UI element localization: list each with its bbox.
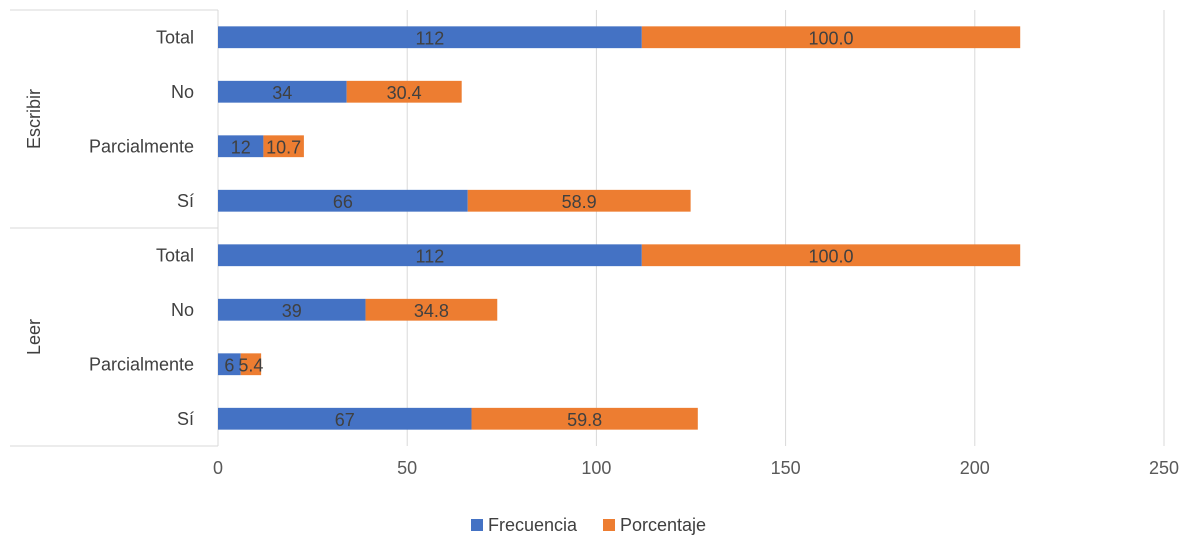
category-label: Parcialmente: [89, 136, 194, 156]
bar-porcentaje: [240, 353, 262, 376]
x-tick-label: 100: [581, 458, 611, 478]
legend-label-porcentaje: Porcentaje: [620, 515, 706, 535]
x-tick-label: 0: [213, 458, 223, 478]
bar-frecuencia: [218, 135, 264, 158]
category-label: Total: [156, 245, 194, 265]
legend-label-frecuencia: Frecuencia: [488, 515, 578, 535]
data-label-frecuencia: 112: [416, 246, 445, 266]
category-label: Sí: [177, 191, 194, 211]
data-label-porcentaje: 100.0: [808, 246, 853, 266]
data-label-frecuencia: 67: [335, 410, 355, 430]
gridlines: [217, 10, 1165, 446]
bar-porcentaje: [471, 407, 698, 430]
data-label-porcentaje: 30.4: [387, 83, 422, 103]
data-label-frecuencia: 39: [282, 301, 302, 321]
data-label-frecuencia: 6: [224, 355, 234, 375]
bar-porcentaje: [365, 298, 498, 321]
bar-frecuencia: [218, 80, 347, 103]
data-label-frecuencia: 12: [231, 137, 251, 157]
bar-porcentaje: [346, 80, 462, 103]
legend-swatch-porcentaje: [603, 519, 615, 531]
data-labels: 112 100.0 34 30.4 12 10.7 66 58.9 112 100.0 39 34.8…: [224, 28, 853, 430]
x-tick-label: 50: [397, 458, 417, 478]
bar-frecuencia: [218, 298, 366, 321]
group-label-leer: Leer: [24, 319, 44, 355]
data-label-porcentaje: 100.0: [808, 28, 853, 48]
data-label-frecuencia: 66: [333, 192, 353, 212]
value-axis-ticks: 0 50 100 150 200 250: [213, 458, 1179, 478]
data-label-porcentaje: 34.8: [414, 301, 449, 321]
category-axis: Escribir Leer Total No Parcialmente Sí Total No…: [10, 9, 219, 447]
category-label: No: [171, 300, 194, 320]
bar-porcentaje: [263, 135, 304, 158]
data-label-frecuencia: 112: [416, 28, 445, 48]
legend: Frecuencia Porcentaje: [471, 515, 706, 535]
x-tick-label: 200: [960, 458, 990, 478]
category-label: Parcialmente: [89, 354, 194, 374]
bar-frecuencia: [218, 26, 642, 49]
group-label-escribir: Escribir: [24, 89, 44, 149]
data-label-porcentaje: 58.9: [562, 192, 597, 212]
data-label-porcentaje: 5.4: [238, 355, 263, 375]
bar-frecuencia: [218, 407, 472, 430]
x-tick-label: 250: [1149, 458, 1179, 478]
data-label-porcentaje: 10.7: [266, 137, 301, 157]
bar-porcentaje: [641, 244, 1021, 267]
bar-porcentaje: [641, 26, 1021, 49]
bar-frecuencia: [218, 244, 642, 267]
bar-frecuencia: [218, 353, 241, 376]
bar-porcentaje: [467, 189, 691, 212]
category-label: Sí: [177, 409, 194, 429]
category-label: Total: [156, 27, 194, 47]
data-label-frecuencia: 34: [272, 83, 292, 103]
category-label: No: [171, 82, 194, 102]
bars: [218, 26, 1021, 430]
bar-frecuencia: [218, 189, 468, 212]
legend-swatch-frecuencia: [471, 519, 483, 531]
x-tick-label: 150: [771, 458, 801, 478]
data-label-porcentaje: 59.8: [567, 410, 602, 430]
